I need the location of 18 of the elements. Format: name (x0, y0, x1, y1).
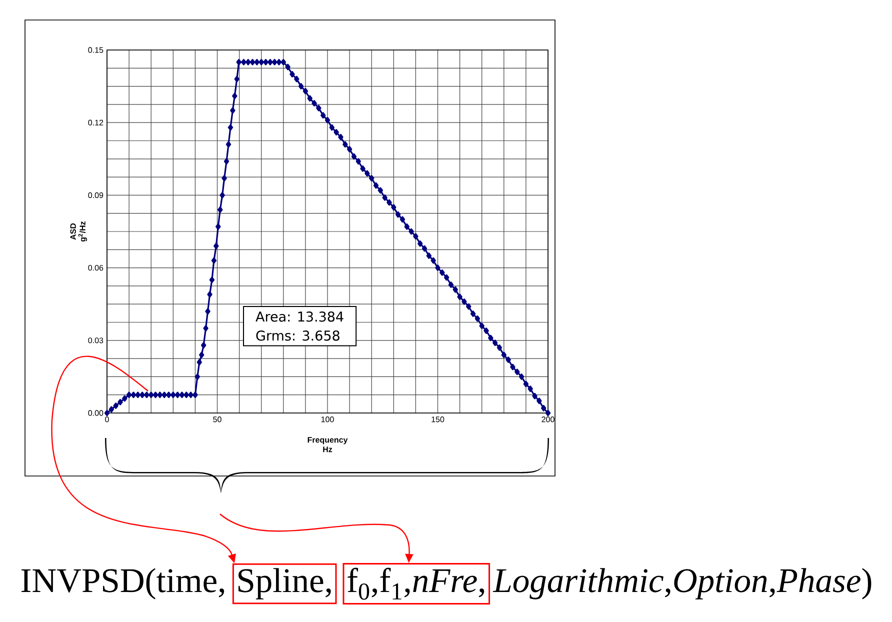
y-tick-label: 0.12 (88, 120, 104, 126)
x-axis-title: Frequency Hz (308, 437, 348, 452)
y-tick-label: 0.15 (88, 47, 104, 53)
y-tick-label: 0.09 (88, 192, 104, 198)
y-tick-label: 0.06 (88, 264, 104, 271)
x-tick-label: 100 (321, 416, 334, 422)
text: f$_{0}$,f$_{1}$,nFre, (348, 568, 484, 600)
text: Spline, (238, 568, 331, 600)
text: Logarithmic,Option,Phase) (492, 568, 872, 600)
y-tick-label: 0.00 (88, 410, 104, 416)
y-tick-label: 0.03 (88, 338, 104, 344)
x-tick-label: 0 (105, 416, 109, 422)
annotation: Grms: 3.658 (256, 330, 340, 341)
annotation: Area: 13.384 (256, 312, 344, 322)
x-tick-label: 150 (432, 416, 444, 422)
text: INVPSD(time, (21, 568, 224, 600)
x-tick-label: 200 (542, 416, 554, 422)
x-tick-label: 50 (213, 416, 222, 422)
